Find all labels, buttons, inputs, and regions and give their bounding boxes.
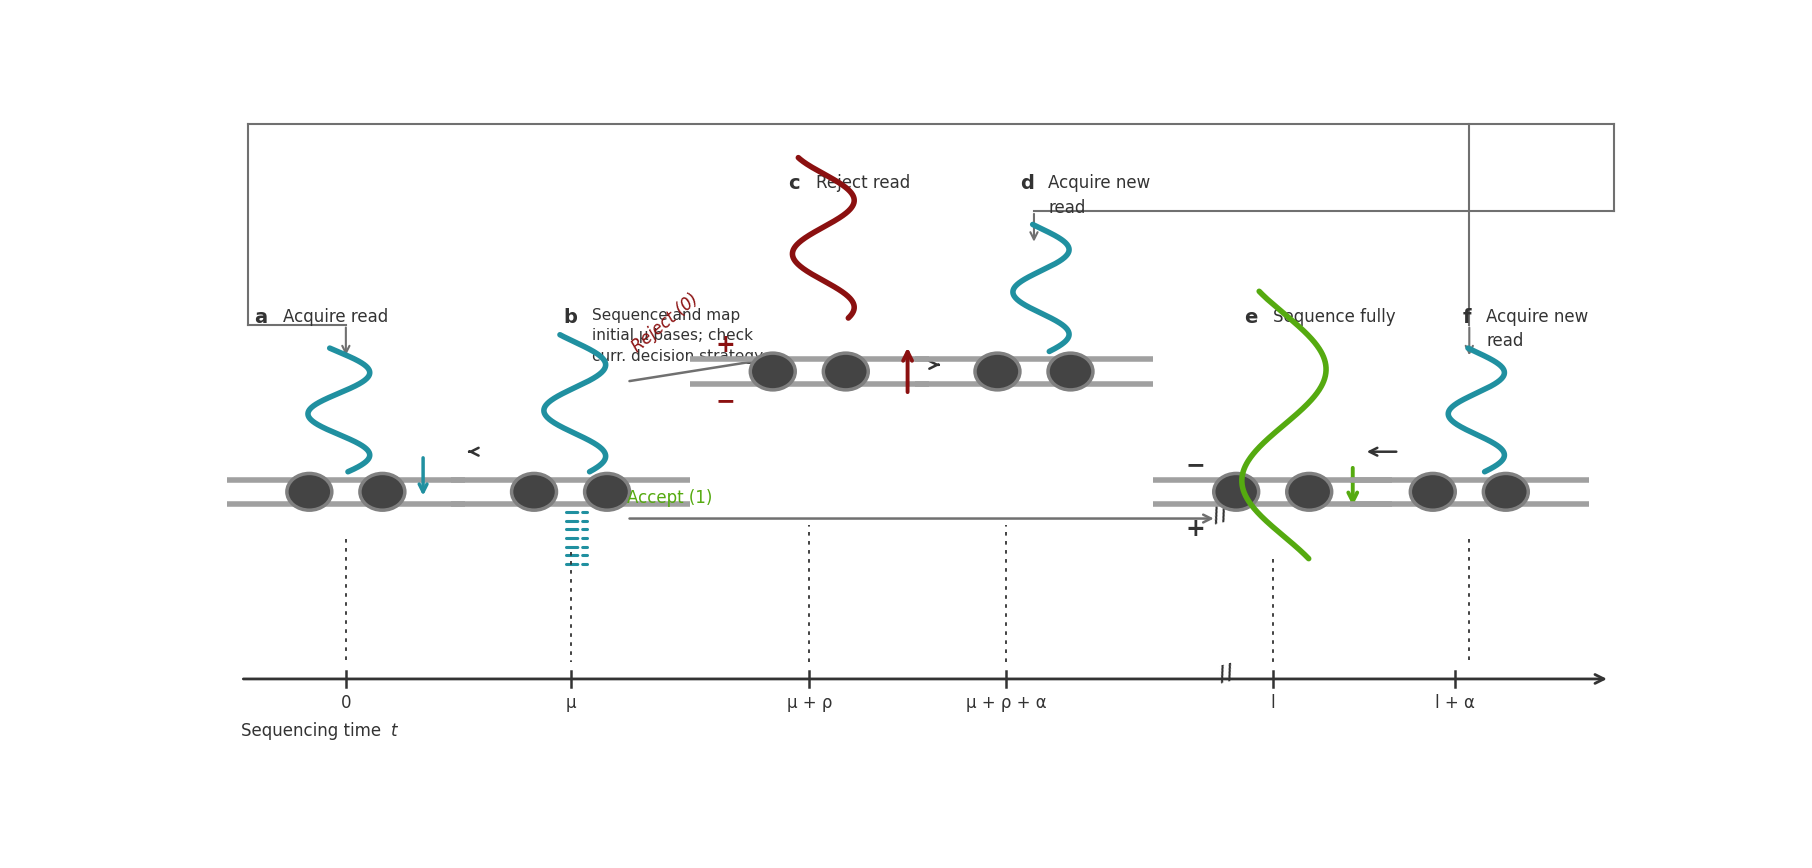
Ellipse shape [361, 473, 404, 510]
Text: Acquire read: Acquire read [283, 308, 388, 326]
Text: a: a [254, 308, 268, 327]
Ellipse shape [823, 353, 868, 390]
Text: Reject read: Reject read [815, 174, 911, 193]
Text: f: f [1462, 308, 1471, 327]
Text: Accept (1): Accept (1) [627, 489, 712, 507]
Ellipse shape [1410, 473, 1455, 510]
Text: d: d [1020, 174, 1035, 194]
Text: l + α: l + α [1435, 694, 1475, 712]
Ellipse shape [750, 353, 795, 390]
Text: Sequencing time: Sequencing time [241, 722, 386, 740]
Text: Sequence and map
initial μ bases; check
curr. decision strategy: Sequence and map initial μ bases; check … [591, 308, 763, 364]
Text: +: + [716, 332, 736, 357]
Text: //: // [1216, 662, 1236, 686]
Text: Reject (0): Reject (0) [629, 291, 703, 357]
Text: t: t [391, 722, 397, 740]
Ellipse shape [1484, 473, 1528, 510]
Text: c: c [788, 174, 799, 194]
Ellipse shape [511, 473, 556, 510]
Ellipse shape [975, 353, 1020, 390]
Ellipse shape [286, 473, 332, 510]
Text: μ + ρ + α: μ + ρ + α [966, 694, 1046, 712]
Text: Acquire new
read: Acquire new read [1486, 308, 1589, 351]
Text: Acquire new
read: Acquire new read [1047, 174, 1151, 217]
Text: //: // [1210, 503, 1230, 527]
Text: e: e [1245, 308, 1258, 327]
Ellipse shape [1287, 473, 1332, 510]
Text: l: l [1270, 694, 1276, 712]
Ellipse shape [585, 473, 629, 510]
Text: μ + ρ: μ + ρ [786, 694, 832, 712]
Text: Sequence fully: Sequence fully [1272, 308, 1395, 326]
Text: −: − [716, 390, 736, 413]
Ellipse shape [1214, 473, 1259, 510]
Text: 0: 0 [341, 694, 352, 712]
Text: +: + [1185, 516, 1205, 541]
Ellipse shape [1047, 353, 1093, 390]
Text: b: b [564, 308, 578, 327]
Text: −: − [1185, 453, 1205, 477]
Text: μ: μ [565, 694, 576, 712]
